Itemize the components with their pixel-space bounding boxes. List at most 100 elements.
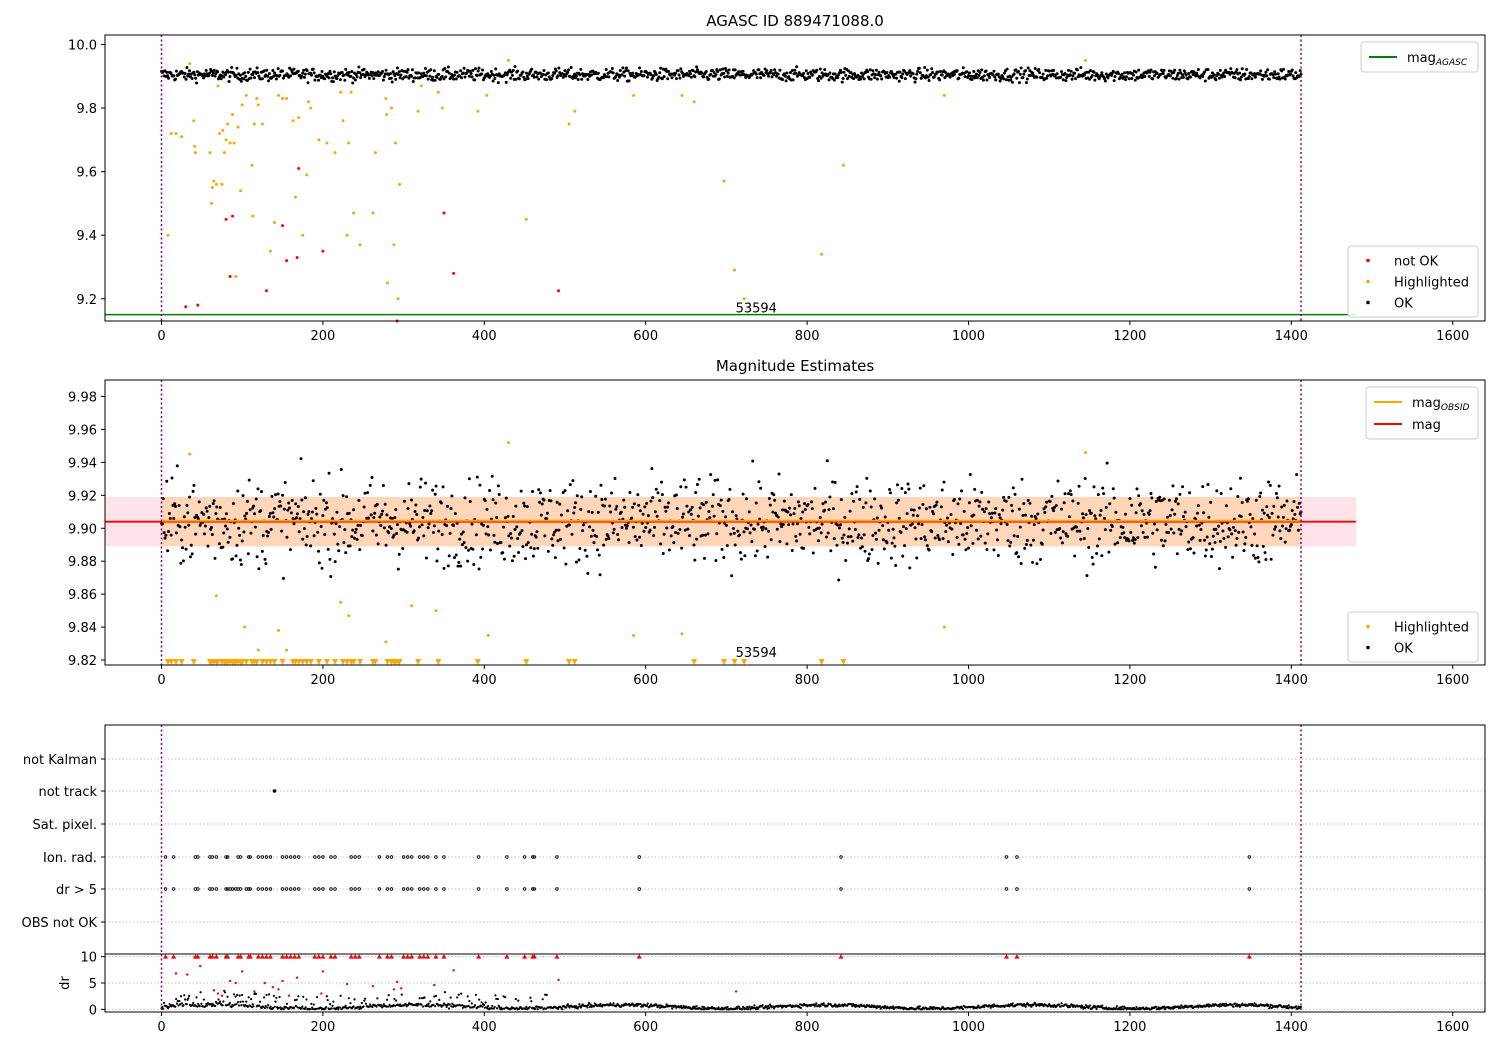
ok-point (185, 503, 189, 507)
dr-point (1234, 1004, 1237, 1008)
ok-point (656, 491, 660, 495)
ok-point (895, 501, 899, 505)
ok-point (667, 501, 671, 505)
ok-point (776, 72, 780, 76)
dr-capped-marker (292, 954, 298, 959)
ok-point (616, 78, 620, 82)
highlighted-point (256, 648, 260, 652)
ok-point (833, 480, 837, 484)
ok-point (442, 77, 446, 81)
ok-point (249, 531, 253, 535)
ok-point (867, 557, 871, 561)
ok-point (709, 72, 713, 76)
ok-point (707, 510, 711, 514)
ok-point (312, 71, 316, 75)
ok-point (1287, 70, 1291, 74)
dr-point (467, 1004, 470, 1007)
ok-point (786, 510, 790, 514)
ok-point (563, 69, 567, 73)
dr-point (347, 997, 350, 1000)
flag-point (426, 887, 430, 891)
ok-point (638, 66, 642, 70)
ok-point (257, 74, 261, 78)
dr-high-point (321, 970, 325, 973)
ok-point (748, 531, 752, 535)
dr-point (694, 1007, 697, 1010)
dr-point (179, 1003, 182, 1006)
ok-point (221, 545, 225, 549)
ok-point (1288, 528, 1292, 532)
ok-point (247, 478, 251, 482)
ok-point (434, 484, 438, 488)
flag-point (224, 855, 228, 859)
ok-point (1101, 486, 1105, 490)
highlighted-point (297, 116, 301, 120)
ok-point (1130, 76, 1134, 80)
ok-point (558, 502, 562, 506)
dr-point (217, 998, 220, 1001)
ok-point (960, 489, 964, 493)
panel-mag-estimates-xtick-label: 1600 (1436, 673, 1469, 688)
ok-point (624, 66, 628, 70)
ok-point (889, 556, 893, 560)
ok-point (485, 507, 489, 511)
dr-point (421, 1005, 425, 1008)
ok-point (194, 532, 198, 536)
ok-point (235, 66, 239, 70)
ok-point (1228, 72, 1232, 76)
ok-point (604, 537, 608, 541)
ok-point (810, 73, 814, 77)
flag-point (357, 855, 361, 859)
ok-point (763, 545, 767, 549)
dr-point (961, 1007, 965, 1011)
not-ok-point (281, 224, 285, 228)
ok-point (236, 489, 240, 493)
dr-high-point (295, 976, 299, 979)
flag-row-label: not track (38, 785, 97, 800)
ok-point (321, 74, 325, 78)
ok-point (702, 75, 706, 79)
ok-point (1093, 78, 1097, 82)
ok-point (845, 77, 849, 81)
ok-point (664, 509, 668, 513)
ok-point (283, 480, 287, 484)
ok-point (175, 464, 179, 468)
highlighted-point (347, 614, 351, 618)
dr-point (1071, 1003, 1074, 1007)
ok-point (424, 67, 428, 71)
ok-point (1103, 79, 1107, 83)
ok-point (982, 510, 986, 514)
ok-point (161, 497, 165, 501)
flag-point (268, 855, 273, 859)
ok-point (328, 557, 332, 561)
ok-point (1077, 484, 1081, 488)
ok-point (903, 491, 907, 495)
ok-point (224, 512, 228, 516)
panel-mag-estimates-title: Magnitude Estimates (716, 357, 874, 375)
dr-point (588, 1001, 591, 1005)
clipped-marker (332, 659, 338, 665)
ok-point (510, 536, 514, 540)
ok-point (479, 555, 483, 559)
flag-point (531, 887, 535, 891)
ok-point (169, 533, 173, 537)
ok-point (546, 549, 550, 553)
ok-point (806, 502, 810, 506)
ok-point (362, 67, 366, 71)
ok-point (414, 503, 418, 507)
dr-point (891, 1005, 895, 1008)
ok-point (464, 546, 468, 550)
ok-point (907, 487, 911, 491)
dr-point (249, 1004, 252, 1008)
dr-point (541, 998, 544, 1001)
ok-point (586, 77, 590, 81)
ok-point (915, 72, 919, 76)
ok-point (962, 509, 966, 513)
ok-point (397, 70, 401, 74)
dr-point (822, 1002, 825, 1005)
dr-point (196, 1005, 199, 1008)
ok-point (590, 511, 594, 515)
dr-point (184, 998, 187, 1001)
panel-mag-estimates-frame (104, 379, 1486, 666)
dr-point (285, 1002, 289, 1005)
